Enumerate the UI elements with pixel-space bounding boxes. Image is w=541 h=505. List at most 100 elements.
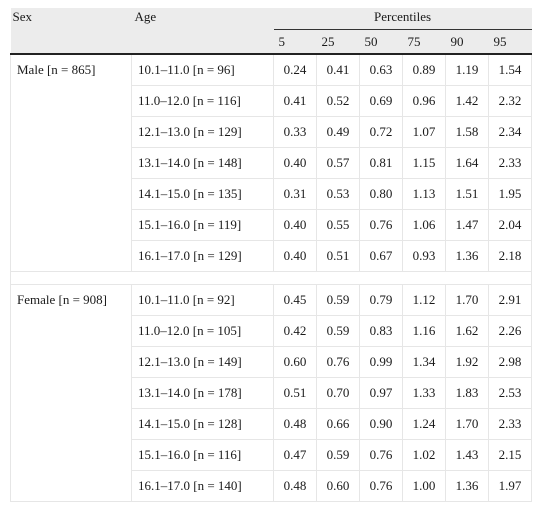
table-body: Male [n = 865] 10.1–11.0 [n = 96] 0.24 0.41… [9, 54, 533, 502]
percentile-value-cell: 0.41 [316, 54, 360, 86]
percentile-value-cell: 0.47 [273, 439, 317, 471]
percentile-value-cell: 1.36 [445, 240, 489, 272]
sex-group-cell: Female [n = 908] [10, 284, 132, 502]
header-sex: Sex [10, 8, 132, 55]
percentile-value-cell: 2.34 [488, 116, 533, 148]
sex-group-cell: Male [n = 865] [10, 54, 132, 272]
age-cell: 11.0–12.0 [n = 116] [131, 85, 274, 117]
percentile-value-cell: 0.90 [359, 408, 403, 440]
percentile-value-cell: 0.40 [273, 147, 317, 179]
percentile-value-cell: 0.81 [359, 147, 403, 179]
percentile-value-cell: 0.59 [316, 284, 360, 316]
percentile-value-cell: 0.76 [359, 209, 403, 241]
age-cell: 14.1–15.0 [n = 128] [131, 408, 274, 440]
header-p50: 50 [359, 29, 403, 55]
percentile-value-cell: 1.36 [445, 470, 489, 502]
table-row: Female [n = 908] 10.1–11.0 [n = 92] 0.45 0.… [10, 284, 533, 502]
group-spacer-row [9, 271, 533, 285]
percentile-value-cell: 1.13 [402, 178, 446, 210]
age-cell: 13.1–14.0 [n = 178] [131, 377, 274, 409]
percentile-value-cell: 0.69 [359, 85, 403, 117]
percentile-value-cell: 0.52 [316, 85, 360, 117]
age-cell: 11.0–12.0 [n = 105] [131, 315, 274, 347]
percentile-value-cell: 1.62 [445, 315, 489, 347]
table-row: 11.0–12.0 [n = 116] 0.41 0.52 0.69 0.96 1.42 2… [11, 85, 533, 117]
group-spacer-cell [9, 271, 533, 285]
percentile-value-cell: 2.91 [488, 284, 533, 316]
table-row: 11.0–12.0 [n = 105] 0.42 0.59 0.83 1.16 1.62 2… [11, 315, 533, 347]
percentile-value-cell: 1.02 [402, 439, 446, 471]
percentile-value-cell: 0.49 [316, 116, 360, 148]
percentile-value-cell: 2.32 [488, 85, 533, 117]
percentile-value-cell: 0.40 [273, 240, 317, 272]
percentile-table: Sex Age Percentiles 5 25 50 75 90 95 Mal… [9, 8, 533, 502]
percentile-value-cell: 0.93 [402, 240, 446, 272]
percentile-value-cell: 0.55 [316, 209, 360, 241]
table-row: 16.1–17.0 [n = 140] 0.48 0.60 0.76 1.00 1.36 1… [11, 470, 533, 502]
percentile-value-cell: 0.57 [316, 147, 360, 179]
percentile-value-cell: 1.64 [445, 147, 489, 179]
percentile-value-cell: 1.51 [445, 178, 489, 210]
percentile-value-cell: 1.19 [445, 54, 489, 86]
percentile-value-cell: 1.34 [402, 346, 446, 378]
percentile-value-cell: 0.51 [316, 240, 360, 272]
percentile-value-cell: 0.51 [273, 377, 317, 409]
percentile-value-cell: 0.41 [273, 85, 317, 117]
percentile-value-cell: 0.76 [359, 470, 403, 502]
percentile-value-cell: 0.59 [316, 315, 360, 347]
table-row: 15.1–16.0 [n = 119] 0.40 0.55 0.76 1.06 1.47 2… [11, 209, 533, 241]
percentile-value-cell: 1.42 [445, 85, 489, 117]
percentile-value-cell: 2.98 [488, 346, 533, 378]
percentile-value-cell: 0.53 [316, 178, 360, 210]
percentile-value-cell: 0.48 [273, 470, 317, 502]
percentile-value-cell: 0.31 [273, 178, 317, 210]
percentile-value-cell: 1.00 [402, 470, 446, 502]
percentile-value-cell: 0.60 [273, 346, 317, 378]
percentile-value-cell: 1.06 [402, 209, 446, 241]
percentile-value-cell: 0.63 [359, 54, 403, 86]
percentile-value-cell: 0.45 [273, 284, 317, 316]
header-p5: 5 [273, 29, 317, 55]
percentile-value-cell: 0.79 [359, 284, 403, 316]
percentile-value-cell: 0.42 [273, 315, 317, 347]
percentile-value-cell: 2.33 [488, 408, 533, 440]
percentile-value-cell: 2.33 [488, 147, 533, 179]
table-header: Sex Age Percentiles 5 25 50 75 90 95 [10, 8, 532, 55]
percentile-value-cell: 1.70 [445, 408, 489, 440]
percentile-value-cell: 1.58 [445, 116, 489, 148]
header-p95: 95 [488, 29, 532, 55]
age-cell: 15.1–16.0 [n = 119] [131, 209, 274, 241]
percentile-value-cell: 0.89 [402, 54, 446, 86]
percentile-value-cell: 0.48 [273, 408, 317, 440]
table-row: 14.1–15.0 [n = 135] 0.31 0.53 0.80 1.13 1.51 1… [11, 178, 533, 210]
percentile-value-cell: 0.72 [359, 116, 403, 148]
table-row: 13.1–14.0 [n = 178] 0.51 0.70 0.97 1.33 1.83 2… [11, 377, 533, 409]
header-age: Age [131, 8, 274, 55]
percentile-value-cell: 0.59 [316, 439, 360, 471]
percentile-value-cell: 2.15 [488, 439, 533, 471]
percentile-value-cell: 0.83 [359, 315, 403, 347]
percentile-value-cell: 0.33 [273, 116, 317, 148]
percentile-value-cell: 0.67 [359, 240, 403, 272]
percentile-value-cell: 1.16 [402, 315, 446, 347]
table-row: 14.1–15.0 [n = 128] 0.48 0.66 0.90 1.24 1.70 2… [11, 408, 533, 440]
percentile-value-cell: 2.26 [488, 315, 533, 347]
percentile-value-cell: 0.66 [316, 408, 360, 440]
table-row: 12.1–13.0 [n = 149] 0.60 0.76 0.99 1.34 1.92 2… [11, 346, 533, 378]
percentile-table-container: Sex Age Percentiles 5 25 50 75 90 95 Mal… [9, 8, 533, 502]
table-row: 12.1–13.0 [n = 129] 0.33 0.49 0.72 1.07 1.58 2… [11, 116, 533, 148]
header-percentiles: Percentiles [273, 8, 532, 30]
percentile-value-cell: 0.76 [316, 346, 360, 378]
percentile-value-cell: 1.95 [488, 178, 533, 210]
percentile-value-cell: 1.92 [445, 346, 489, 378]
percentile-value-cell: 1.83 [445, 377, 489, 409]
table-row: 13.1–14.0 [n = 148] 0.40 0.57 0.81 1.15 1.64 2… [11, 147, 533, 179]
percentile-value-cell: 1.24 [402, 408, 446, 440]
percentile-value-cell: 0.60 [316, 470, 360, 502]
age-cell: 12.1–13.0 [n = 149] [131, 346, 274, 378]
age-cell: 16.1–17.0 [n = 129] [131, 240, 274, 272]
age-cell: 12.1–13.0 [n = 129] [131, 116, 274, 148]
table-row: 15.1–16.0 [n = 116] 0.47 0.59 0.76 1.02 1.43 2… [11, 439, 533, 471]
percentile-value-cell: 0.80 [359, 178, 403, 210]
table-row: 16.1–17.0 [n = 129] 0.40 0.51 0.67 0.93 1.36 2… [11, 240, 533, 272]
